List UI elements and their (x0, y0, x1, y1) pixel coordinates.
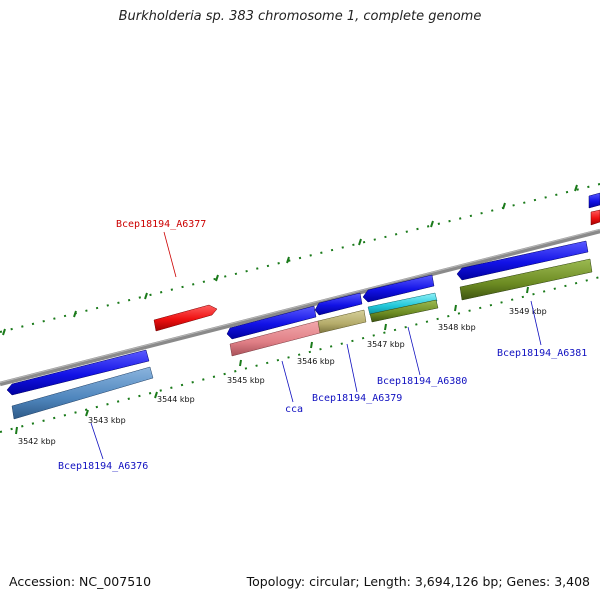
gene-a6380-forward-arrow[interactable] (362, 274, 435, 303)
gene-a6380-feature-bar-olive[interactable] (369, 299, 439, 323)
gene-a6379-feature-bar[interactable] (317, 309, 367, 334)
tick-label: 3549 kbp (509, 307, 547, 316)
lower-tick-track (0, 276, 600, 433)
upper-major-ticks (2, 184, 578, 336)
tick-label: 3542 kbp (18, 437, 56, 446)
gene-label-a6377[interactable]: Bcep18194_A6377 (116, 219, 206, 230)
gene-label-a6381[interactable]: Bcep18194_A6381 (497, 348, 587, 359)
gene-a6381-forward-arrow[interactable] (456, 240, 589, 281)
gene-cca-forward-arrow[interactable] (226, 305, 317, 340)
gene-edge-red[interactable] (590, 209, 600, 226)
upper-tick-track (0, 183, 600, 333)
gene-a6379-leader (346, 343, 358, 393)
tick-label: 3545 kbp (227, 376, 265, 385)
genome-summary-text: Topology: circular; Length: 3,694,126 bp… (246, 574, 590, 589)
tick-label: 3548 kbp (438, 323, 476, 332)
gene-a6376-feature-bar[interactable] (11, 366, 154, 420)
tick-label: 3544 kbp (157, 395, 195, 404)
chromosome-backbone (0, 228, 600, 387)
gene-a6379-forward-arrow[interactable] (314, 292, 363, 316)
gene-a6377-arrow[interactable] (153, 304, 218, 332)
lower-major-ticks (15, 286, 529, 435)
tick-label: 3543 kbp (88, 416, 126, 425)
gene-a6376-forward-arrow[interactable] (6, 349, 150, 396)
gene-label-a6376[interactable]: Bcep18194_A6376 (58, 461, 148, 472)
gene-edge-forward-arrow[interactable] (588, 192, 600, 209)
gene-label-a6380[interactable]: Bcep18194_A6380 (377, 376, 467, 387)
gene-a6381-feature-bar[interactable] (459, 258, 593, 301)
tick-label: 3547 kbp (367, 340, 405, 349)
tick-label: 3546 kbp (297, 357, 335, 366)
gene-label-a6379[interactable]: Bcep18194_A6379 (312, 393, 402, 404)
gene-a6376-leader (90, 422, 104, 460)
gene-a6380-leader (407, 326, 421, 376)
gene-a6381-leader (530, 300, 542, 346)
map-title: Burkholderia sp. 383 chromosome 1, compl… (118, 9, 482, 24)
gene-a6377-leader (163, 231, 177, 278)
gene-label-cca[interactable]: cca (285, 404, 303, 415)
accession-text: Accession: NC_007510 (9, 574, 152, 589)
gene-a6380-feature-bar-cyan[interactable] (367, 292, 438, 316)
gene-cca-leader (281, 360, 294, 403)
